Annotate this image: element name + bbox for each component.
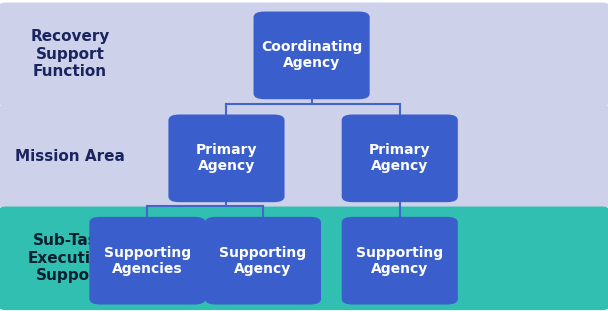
FancyBboxPatch shape [0, 207, 608, 310]
FancyBboxPatch shape [342, 115, 458, 202]
Text: Supporting
Agency: Supporting Agency [356, 246, 443, 276]
Text: Primary
Agency: Primary Agency [369, 143, 430, 173]
Text: Supporting
Agencies: Supporting Agencies [104, 246, 191, 276]
Text: Primary
Agency: Primary Agency [196, 143, 257, 173]
FancyBboxPatch shape [89, 217, 206, 305]
Text: Supporting
Agency: Supporting Agency [219, 246, 306, 276]
FancyBboxPatch shape [342, 217, 458, 305]
Text: Mission Area: Mission Area [15, 149, 125, 164]
FancyBboxPatch shape [205, 217, 321, 305]
Text: Recovery
Support
Function: Recovery Support Function [30, 29, 109, 79]
FancyBboxPatch shape [0, 2, 608, 106]
Text: Coordinating
Agency: Coordinating Agency [261, 40, 362, 71]
FancyBboxPatch shape [0, 105, 608, 208]
Text: Sub-Task
Execution
Support: Sub-Task Execution Support [28, 233, 112, 283]
FancyBboxPatch shape [254, 12, 370, 99]
FancyBboxPatch shape [168, 115, 285, 202]
